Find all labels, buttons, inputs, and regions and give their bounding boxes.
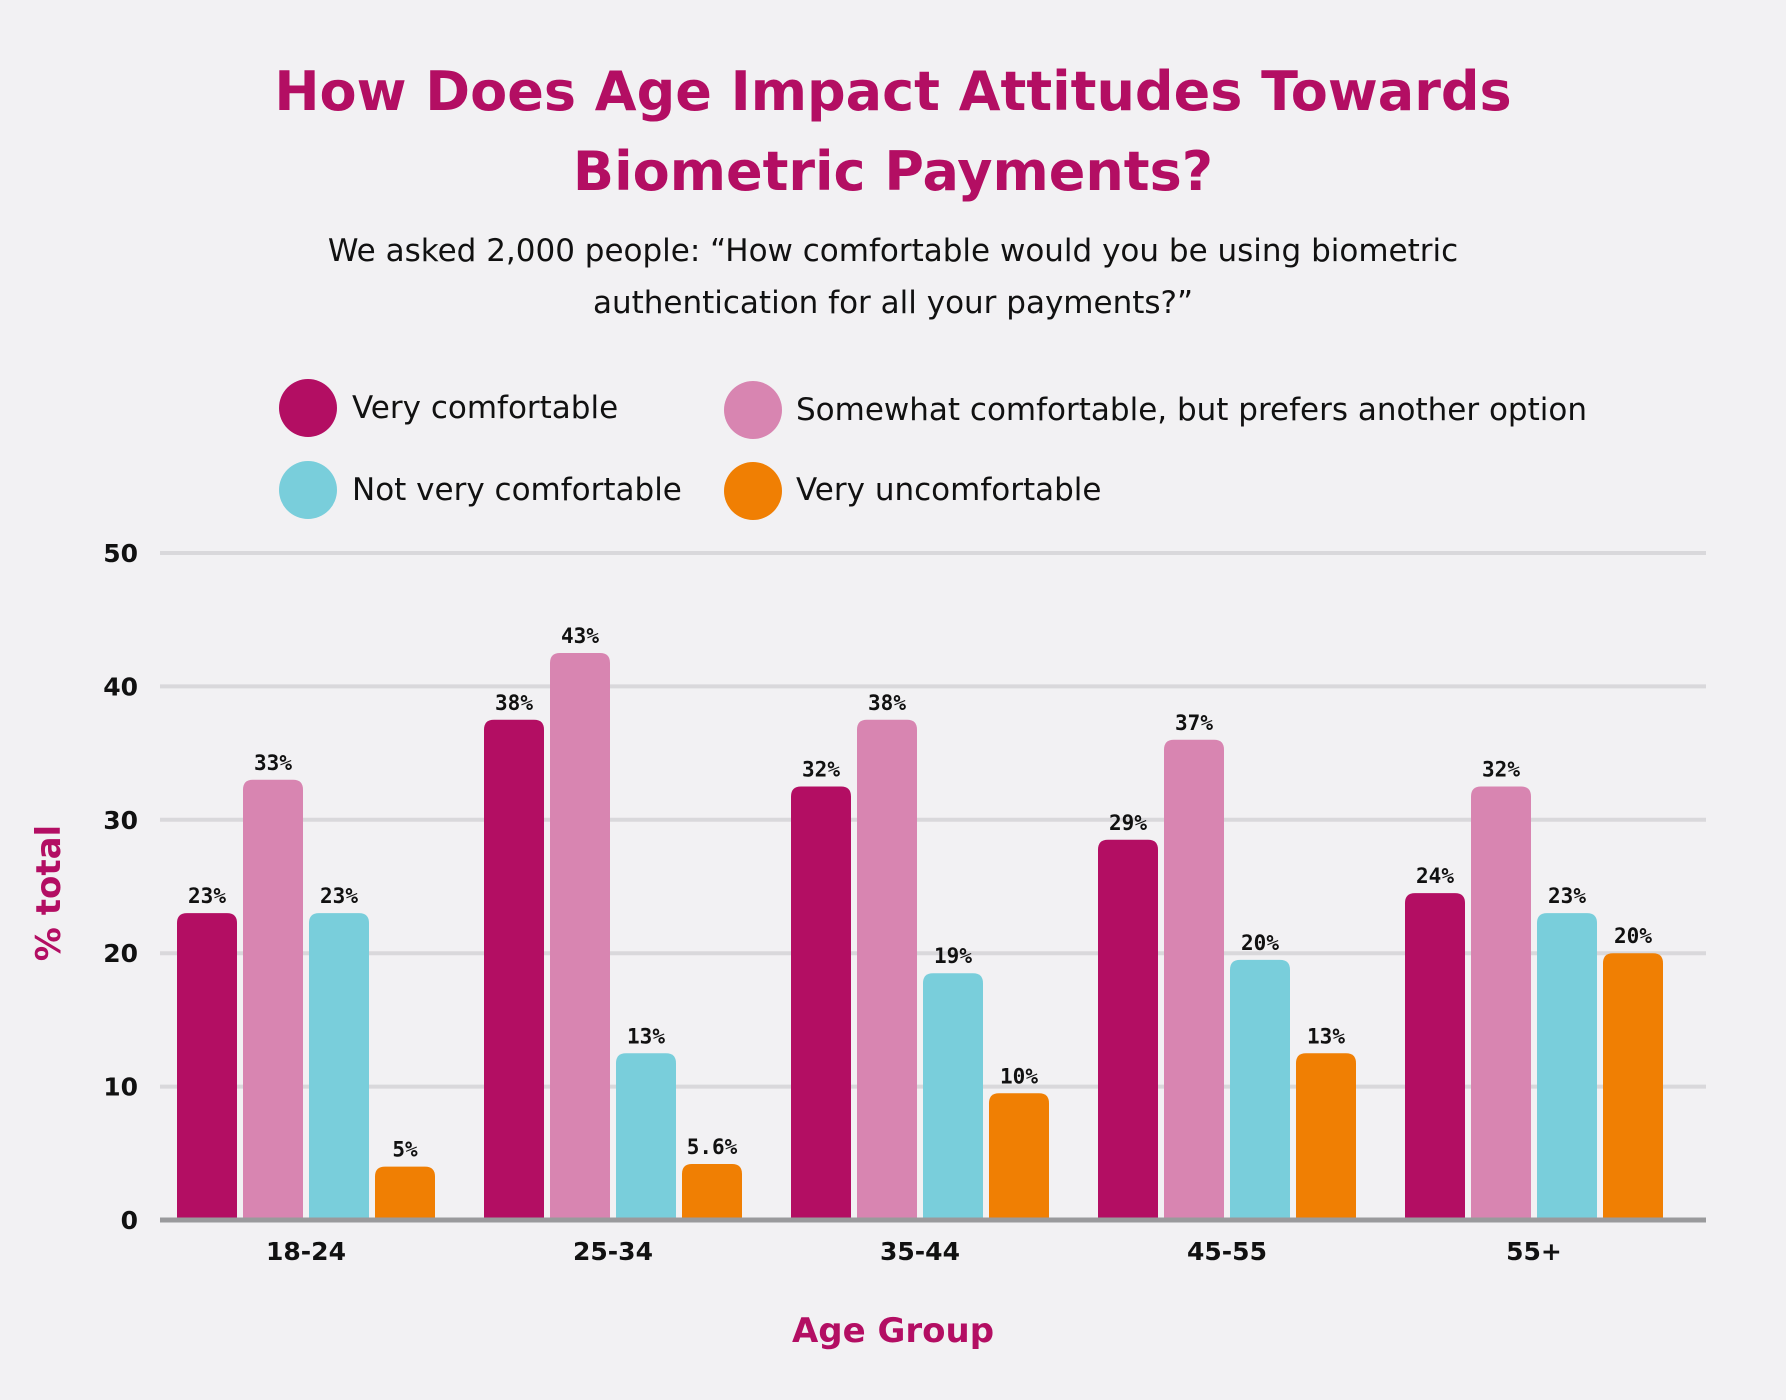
bar[interactable] <box>857 719 917 1220</box>
bar[interactable] <box>1230 959 1290 1220</box>
data-label: 23% <box>1548 884 1586 908</box>
data-label: 24% <box>1416 864 1454 888</box>
bar[interactable] <box>1405 893 1465 1220</box>
chart-subtitle-line-2: authentication for all your payments?” <box>593 285 1193 321</box>
data-label: 20% <box>1241 931 1279 955</box>
data-label: 32% <box>802 757 840 781</box>
y-axis-ticks: 0 10 20 30 40 50 <box>103 539 138 1235</box>
data-label: 23% <box>320 884 358 908</box>
data-label: 19% <box>934 944 972 968</box>
bar[interactable] <box>375 1166 435 1220</box>
legend-label: Not very comfortable <box>352 472 682 508</box>
legend-swatch <box>724 462 782 520</box>
data-label: 38% <box>495 691 533 715</box>
legend-item-somewhat-comfortable[interactable]: Somewhat comfortable, but prefers anothe… <box>724 381 1587 439</box>
bar[interactable] <box>1471 786 1531 1220</box>
y-tick-label: 10 <box>103 1073 138 1102</box>
x-tick-label: 35-44 <box>880 1237 960 1266</box>
bar[interactable] <box>1164 739 1224 1220</box>
x-axis-title: Age Group <box>792 1311 994 1351</box>
y-tick-label: 40 <box>103 672 138 701</box>
data-label: 23% <box>188 884 226 908</box>
data-label: 32% <box>1482 757 1520 781</box>
legend-label: Very uncomfortable <box>796 472 1101 508</box>
bar[interactable] <box>1098 839 1158 1220</box>
data-label: 43% <box>561 624 599 648</box>
legend-item-not-very-comfortable[interactable]: Not very comfortable <box>279 461 682 519</box>
bar[interactable] <box>989 1093 1049 1220</box>
data-label: 29% <box>1109 811 1147 835</box>
y-tick-label: 30 <box>103 806 138 835</box>
x-tick-label: 18-24 <box>266 1237 346 1266</box>
y-tick-label: 20 <box>103 939 138 968</box>
data-label: 33% <box>254 751 292 775</box>
data-label: 13% <box>627 1024 665 1048</box>
legend-item-very-uncomfortable[interactable]: Very uncomfortable <box>724 462 1101 520</box>
legend-label: Very comfortable <box>352 390 618 426</box>
bar[interactable] <box>1603 953 1663 1220</box>
bar[interactable] <box>682 1163 742 1220</box>
legend-swatch <box>279 379 337 437</box>
bar[interactable] <box>791 786 851 1220</box>
bar[interactable] <box>923 973 983 1220</box>
chart-title-line-2: Biometric Payments? <box>573 140 1213 203</box>
x-tick-label: 45-55 <box>1187 1237 1267 1266</box>
data-label: 20% <box>1614 924 1652 948</box>
y-tick-label: 0 <box>121 1206 138 1235</box>
legend-swatch <box>724 381 782 439</box>
bar[interactable] <box>550 653 610 1220</box>
legend-swatch <box>279 461 337 519</box>
x-tick-label: 25-34 <box>573 1237 653 1266</box>
chart-title-line-1: How Does Age Impact Attitudes Towards <box>274 60 1511 123</box>
bar[interactable] <box>616 1053 676 1220</box>
bar[interactable] <box>177 913 237 1220</box>
data-label: 37% <box>1175 711 1213 735</box>
y-tick-label: 50 <box>103 539 138 568</box>
y-axis-title: % total <box>29 825 69 961</box>
legend-item-very-comfortable[interactable]: Very comfortable <box>279 379 618 437</box>
data-label: 5.6% <box>687 1135 738 1159</box>
data-label: 13% <box>1307 1024 1345 1048</box>
chart-subtitle-line-1: We asked 2,000 people: “How comfortable … <box>328 233 1458 269</box>
legend: Very comfortable Somewhat comfortable, b… <box>279 379 1587 520</box>
bar[interactable] <box>484 719 544 1220</box>
bar[interactable] <box>309 913 369 1220</box>
x-axis-ticks: 18-24 25-34 35-44 45-55 55+ <box>266 1237 1562 1266</box>
bar[interactable] <box>1537 913 1597 1220</box>
data-label: 38% <box>868 691 906 715</box>
x-tick-label: 55+ <box>1506 1237 1562 1266</box>
data-labels: 23% 33% 23% 5% 38% 43% 13% 5.6% 32% 38% 19% 10% 29% 3… <box>188 624 1652 1162</box>
bar[interactable] <box>1296 1053 1356 1220</box>
data-label: 5% <box>392 1138 418 1162</box>
data-label: 10% <box>1000 1064 1038 1088</box>
bars <box>177 653 1663 1220</box>
legend-label: Somewhat comfortable, but prefers anothe… <box>796 392 1587 428</box>
bar[interactable] <box>243 779 303 1220</box>
